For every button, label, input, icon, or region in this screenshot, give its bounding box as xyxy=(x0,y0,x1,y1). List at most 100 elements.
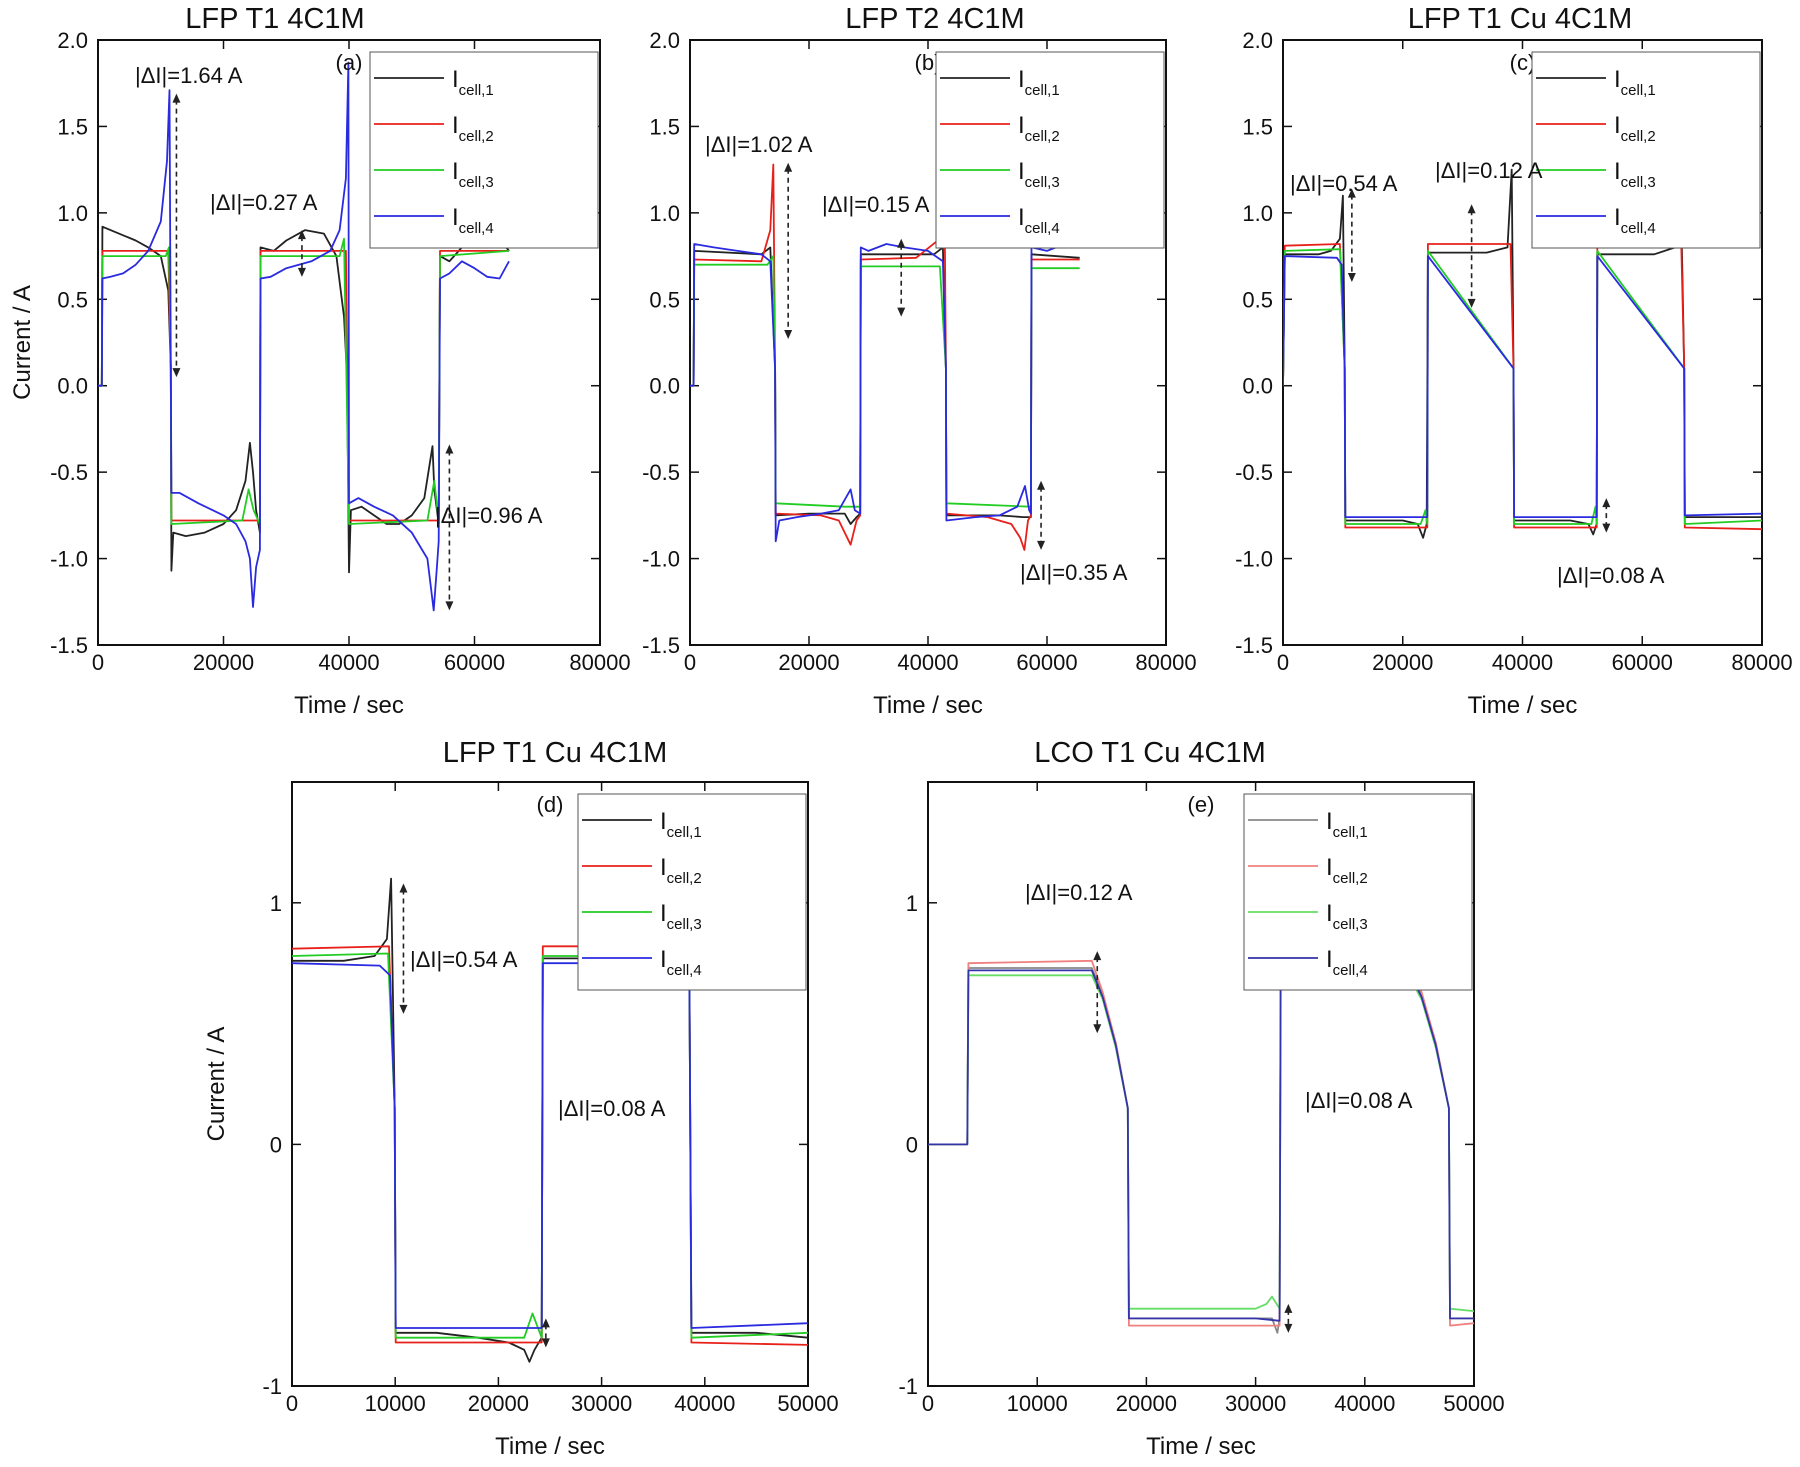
legend-entry: Icell,4 xyxy=(1326,946,1368,979)
legend-entry: Icell,3 xyxy=(1614,158,1656,191)
chart-title: LFP T1 Cu 4C1M xyxy=(1408,3,1633,35)
arrow-head-up xyxy=(1093,951,1102,961)
annotation: |ΔI|=0.08 A xyxy=(1284,1088,1413,1333)
legend-entry: Icell,1 xyxy=(1326,808,1368,841)
y-tick-label: -1 xyxy=(262,1374,282,1399)
x-tick-label: 0 xyxy=(286,1391,298,1416)
series-line-1 xyxy=(690,246,1080,525)
series-line-4 xyxy=(292,962,808,1329)
series-line-2 xyxy=(98,250,509,522)
annotation-text: |ΔI|=0.96 A xyxy=(435,503,543,528)
series-group xyxy=(690,146,1080,551)
annotation-text: |ΔI|=1.02 A xyxy=(705,132,813,157)
x-axis-label: Time / sec xyxy=(873,692,983,719)
series-line-3 xyxy=(928,974,1474,1312)
legend-entry: Icell,1 xyxy=(1614,66,1656,99)
annotation: |ΔI|=0.54 A xyxy=(1290,171,1398,282)
y-tick-label: -1.0 xyxy=(1235,547,1273,572)
chart-title: LFP T1 Cu 4C1M xyxy=(443,737,668,769)
y-tick-label: 1.0 xyxy=(1242,201,1273,226)
x-tick-label: 10000 xyxy=(365,1391,426,1416)
y-tick-label: 1.0 xyxy=(649,201,680,226)
annotation: |ΔI|=1.02 A xyxy=(705,132,813,340)
legend-entry: Icell,4 xyxy=(1614,204,1656,237)
annotation-text: |ΔI|=0.27 A xyxy=(210,190,318,215)
y-tick-label: -1.5 xyxy=(50,633,88,658)
arrow-head-up xyxy=(1037,480,1046,490)
legend: Icell,1 Icell,2 Icell,3 Icell,4 xyxy=(369,51,599,249)
y-tick-label: 2.0 xyxy=(57,28,88,53)
annotation-text: |ΔI|=0.35 A xyxy=(1020,560,1128,585)
x-tick-label: 60000 xyxy=(444,650,505,675)
x-tick-label: 0 xyxy=(684,650,696,675)
series-line-3 xyxy=(1283,248,1762,525)
x-tick-label: 50000 xyxy=(1443,1391,1504,1416)
legend-entry: Icell,4 xyxy=(1018,204,1060,237)
x-tick-label: 50000 xyxy=(777,1391,838,1416)
panel-c: LFP T1 Cu 4C1M 0 20000 40000 60000 80000 -1.5 -… xyxy=(1235,3,1793,719)
x-tick-label: 80000 xyxy=(1731,650,1792,675)
y-tick-label: 1.5 xyxy=(1242,114,1273,139)
arrow-head-down xyxy=(784,330,793,340)
x-axis-label: Time / sec xyxy=(495,1433,605,1460)
y-tick-label: -0.5 xyxy=(1235,460,1273,485)
y-tick-label: -1.5 xyxy=(642,633,680,658)
y-tick-label: 0 xyxy=(906,1132,918,1157)
legend: Icell,1 Icell,2 Icell,3 Icell,4 xyxy=(935,51,1165,249)
panel-label: (c) xyxy=(1510,50,1536,75)
legend-entry: Icell,3 xyxy=(452,158,494,191)
panel-label: (e) xyxy=(1188,792,1215,817)
x-tick-label: 10000 xyxy=(1007,1391,1068,1416)
x-tick-label: 40000 xyxy=(1492,650,1553,675)
legend-entry: Icell,3 xyxy=(1326,900,1368,933)
arrow-head-up xyxy=(445,444,454,454)
y-tick-label: -1.0 xyxy=(642,547,680,572)
y-tick-label: 1.5 xyxy=(57,114,88,139)
x-tick-label: 40000 xyxy=(318,650,379,675)
series-group xyxy=(1283,168,1762,539)
y-tick-label: -0.5 xyxy=(642,460,680,485)
arrow-head-up xyxy=(297,230,306,240)
annotation: |ΔI|=0.27 A xyxy=(210,190,318,277)
series-line-4 xyxy=(928,969,1474,1322)
legend-entry: Icell,1 xyxy=(452,66,494,99)
annotation: |ΔI|=0.12 A xyxy=(1435,158,1543,308)
y-axis-label: Current / A xyxy=(203,1027,230,1142)
arrow-head-down xyxy=(1467,298,1476,308)
y-tick-label: 1.5 xyxy=(649,114,680,139)
arrow-head-down xyxy=(172,368,181,378)
series-line-3 xyxy=(98,237,510,525)
legend-entry: Icell,1 xyxy=(1018,66,1060,99)
annotation-text: |ΔI|=0.54 A xyxy=(410,947,518,972)
y-tick-label: 2.0 xyxy=(649,28,680,53)
panel-e: LCO T1 Cu 4C1M 0 10000 20000 30000 40000 50000… xyxy=(898,737,1504,1460)
arrow-head-up xyxy=(541,1318,550,1328)
legend-entry: Icell,2 xyxy=(1326,854,1368,887)
legend: Icell,1 Icell,2 Icell,3 Icell,4 xyxy=(577,793,807,991)
x-tick-label: 60000 xyxy=(1016,650,1077,675)
chart-title: LFP T2 4C1M xyxy=(845,3,1024,35)
annotation: |ΔI|=0.08 A xyxy=(541,1096,666,1348)
series-line-1 xyxy=(928,967,1474,1334)
x-tick-label: 0 xyxy=(92,650,104,675)
annotation-text: |ΔI|=0.08 A xyxy=(1557,563,1665,588)
y-tick-label: 2.0 xyxy=(1242,28,1273,53)
plot-frame xyxy=(291,781,809,1387)
series-group xyxy=(292,877,808,1363)
annotation-text: |ΔI|=0.54 A xyxy=(1290,171,1398,196)
legend: Icell,1 Icell,2 Icell,3 Icell,4 xyxy=(1243,793,1473,991)
arrow-head-up xyxy=(1467,204,1476,214)
panel-b: LFP T2 4C1M 0 20000 40000 60000 80000 -1.5 -1.0… xyxy=(642,3,1197,719)
x-tick-label: 0 xyxy=(922,1391,934,1416)
legend-entry: Icell,3 xyxy=(660,900,702,933)
arrow-head-down xyxy=(1284,1323,1293,1333)
y-tick-label: -0.5 xyxy=(50,460,88,485)
arrow-head-up xyxy=(399,883,408,893)
x-tick-label: 20000 xyxy=(468,1391,529,1416)
arrow-head-up xyxy=(784,162,793,172)
legend-entry: Icell,2 xyxy=(660,854,702,887)
annotation-text: |ΔI|=1.64 A xyxy=(135,63,243,88)
arrow-head-up xyxy=(1284,1303,1293,1313)
plot-frame xyxy=(927,781,1475,1387)
y-tick-label: 0.0 xyxy=(57,374,88,399)
